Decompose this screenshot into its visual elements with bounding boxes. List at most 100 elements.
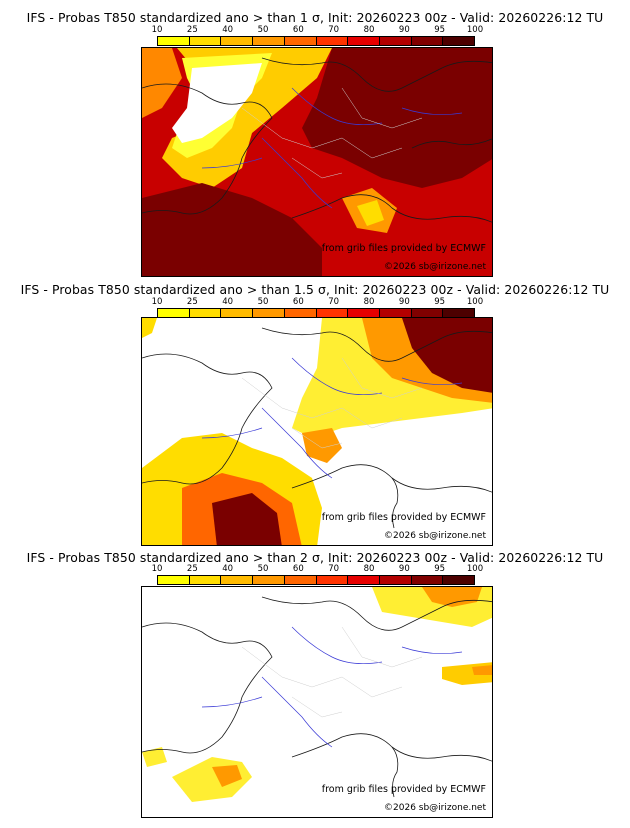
probability-zone-highest-southwest <box>212 493 282 545</box>
legend-color-swatch <box>284 309 317 317</box>
legend-color-swatch <box>443 309 475 317</box>
legend-color-swatch <box>158 309 190 317</box>
panel-title: IFS - Probas T850 standardized ano > tha… <box>26 550 604 565</box>
legend-tick-label: 50 <box>257 25 269 35</box>
legend-tick-label: 10 <box>151 25 163 35</box>
legend-color-swatch <box>189 576 222 584</box>
legend-tick-label: 60 <box>292 25 304 35</box>
probability-map-1-5-sigma: from grib files provided by ECMWF ©2026 … <box>141 317 493 546</box>
panel-title: IFS - Probas T850 standardized ano > tha… <box>20 282 610 297</box>
legend-tick-label: 90 <box>398 564 410 574</box>
legend-tick-label: 95 <box>434 564 446 574</box>
data-source-credit: from grib files provided by ECMWF <box>321 784 486 795</box>
legend-tick-label: 60 <box>292 564 304 574</box>
legend-tick-label: 25 <box>186 25 198 35</box>
legend-tick-label: 50 <box>257 297 269 307</box>
legend-tick-label: 95 <box>434 25 446 35</box>
legend-tick-label: 60 <box>292 297 304 307</box>
borders <box>241 357 423 449</box>
legend-color-swatch <box>284 576 317 584</box>
probability-zone-highest-east <box>402 318 492 393</box>
legend-color-swatch <box>348 576 380 584</box>
map-canvas <box>142 48 492 276</box>
legend-tick-label: 100 <box>466 297 484 307</box>
legend-tick-label: 90 <box>398 25 410 35</box>
coastlines <box>142 596 492 798</box>
legend-ticks: 10 25 40 50 60 70 80 90 95 100 <box>152 297 484 307</box>
color-scale-legend: 10 25 40 50 60 70 80 90 95 100 <box>152 564 484 585</box>
legend-tick-label: 50 <box>257 564 269 574</box>
probability-zone-highest-east <box>302 48 492 188</box>
map-panel-1: IFS - Probas T850 standardized ano > tha… <box>0 0 630 282</box>
legend-color-swatch <box>253 309 285 317</box>
legend-tick-label: 80 <box>363 564 375 574</box>
legend-color-swatch <box>379 309 412 317</box>
color-scale-legend: 10 25 40 50 60 70 80 90 95 100 <box>152 297 484 318</box>
rivers <box>201 87 463 209</box>
legend-tick-label: 25 <box>186 564 198 574</box>
borders <box>241 87 423 179</box>
map-canvas <box>142 587 492 817</box>
legend-tick-label: 10 <box>151 297 163 307</box>
legend-tick-label: 90 <box>398 297 410 307</box>
legend-color-swatch <box>284 37 317 45</box>
legend-tick-label: 40 <box>222 564 234 574</box>
legend-ticks: 10 25 40 50 60 70 80 90 95 100 <box>152 564 484 574</box>
data-source-credit: from grib files provided by ECMWF <box>321 243 486 254</box>
legend-color-swatch <box>348 37 380 45</box>
legend-tick-label: 100 <box>466 25 484 35</box>
probability-zone-none <box>172 63 262 143</box>
probability-zone-alps <box>302 428 342 463</box>
legend-color-swatch <box>221 37 254 45</box>
probability-map-1-sigma: from grib files provided by ECMWF ©2026 … <box>141 47 493 277</box>
legend-color-swatch <box>158 576 190 584</box>
legend-color-swatch <box>443 37 475 45</box>
probability-map-2-sigma: from grib files provided by ECMWF ©2026 … <box>141 586 493 818</box>
legend-tick-label: 70 <box>328 25 340 35</box>
legend-color-swatch <box>316 37 349 45</box>
legend-colorbar <box>157 36 475 46</box>
copyright-credit: ©2026 sb@irizone.net <box>384 262 486 272</box>
legend-color-swatch <box>158 37 190 45</box>
legend-color-swatch <box>253 37 285 45</box>
legend-tick-label: 70 <box>328 297 340 307</box>
legend-tick-label: 95 <box>434 297 446 307</box>
copyright-credit: ©2026 sb@irizone.net <box>384 803 486 813</box>
coastlines <box>142 57 492 223</box>
legend-tick-label: 80 <box>363 25 375 35</box>
legend-color-swatch <box>379 576 412 584</box>
legend-tick-label: 40 <box>222 25 234 35</box>
legend-color-swatch <box>189 37 222 45</box>
borders <box>241 626 423 718</box>
legend-colorbar <box>157 575 475 585</box>
data-source-credit: from grib files provided by ECMWF <box>321 512 486 523</box>
legend-color-swatch <box>348 309 380 317</box>
probability-zone-medium-north <box>422 587 482 607</box>
probability-zone-highest-southwest <box>142 183 322 276</box>
legend-tick-label: 70 <box>328 564 340 574</box>
legend-tick-label: 10 <box>151 564 163 574</box>
map-panel-3: IFS - Probas T850 standardized ano > tha… <box>0 541 630 828</box>
rivers <box>201 626 463 748</box>
legend-color-swatch <box>316 576 349 584</box>
legend-color-swatch <box>411 309 444 317</box>
legend-color-swatch <box>379 37 412 45</box>
legend-color-swatch <box>411 37 444 45</box>
legend-color-swatch <box>189 309 222 317</box>
legend-color-swatch <box>221 576 254 584</box>
rivers <box>201 357 463 479</box>
panel-title: IFS - Probas T850 standardized ano > tha… <box>26 10 604 25</box>
legend-tick-label: 80 <box>363 297 375 307</box>
copyright-credit: ©2026 sb@irizone.net <box>384 531 486 541</box>
legend-tick-label: 25 <box>186 297 198 307</box>
map-canvas <box>142 318 492 545</box>
coastlines <box>142 327 492 529</box>
probability-zone-northwest <box>142 48 182 118</box>
legend-color-swatch <box>253 576 285 584</box>
legend-tick-label: 40 <box>222 297 234 307</box>
map-panel-2: IFS - Probas T850 standardized ano > tha… <box>0 272 630 550</box>
legend-ticks: 10 25 40 50 60 70 80 90 95 100 <box>152 25 484 35</box>
legend-color-swatch <box>221 309 254 317</box>
color-scale-legend: 10 25 40 50 60 70 80 90 95 100 <box>152 25 484 46</box>
legend-color-swatch <box>316 309 349 317</box>
